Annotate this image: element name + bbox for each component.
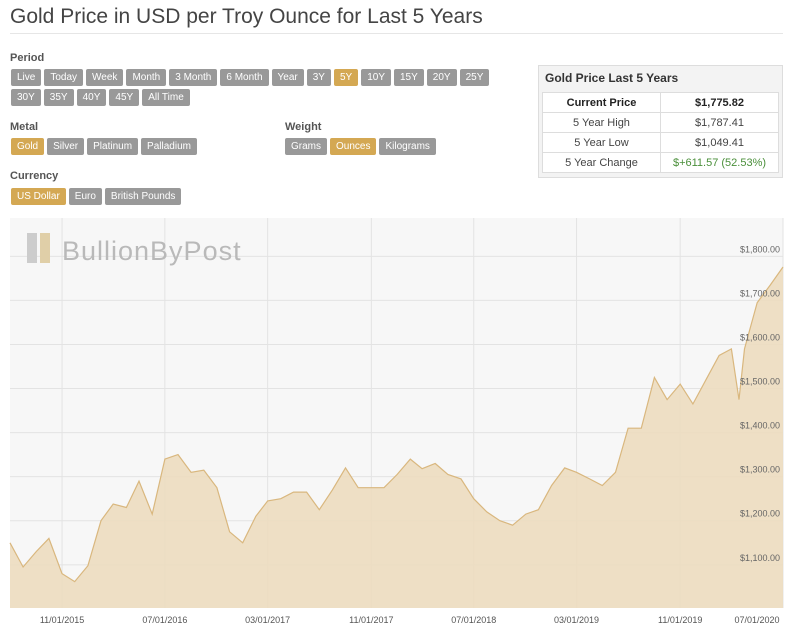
- y-tick-label: $1,700.00: [740, 288, 780, 298]
- period-button[interactable]: 6 Month: [220, 69, 269, 86]
- period-button[interactable]: 35Y: [43, 89, 74, 106]
- currency-label: Currency: [10, 170, 59, 182]
- weight-button[interactable]: Grams: [285, 138, 327, 155]
- metal-buttons: Gold Silver Platinum Palladium: [11, 138, 197, 155]
- watermark: BullionByPost: [62, 236, 242, 266]
- period-button[interactable]: 25Y: [459, 69, 490, 86]
- x-tick-label: 11/01/2017: [349, 615, 393, 625]
- stats-row: 5 Year Low $1,049.41: [542, 132, 779, 153]
- stats-table: Current Price $1,775.82 5 Year High $1,787.…: [542, 92, 779, 173]
- stats-row: 5 Year High $1,787.41: [542, 112, 779, 133]
- period-button[interactable]: 3 Month: [169, 69, 218, 86]
- currency-button[interactable]: British Pounds: [104, 188, 182, 205]
- y-tick-label: $1,800.00: [740, 244, 780, 254]
- period-button[interactable]: 5Y: [333, 69, 359, 86]
- period-button[interactable]: 10Y: [361, 69, 391, 86]
- metal-button[interactable]: Gold: [11, 138, 45, 155]
- stats-value: $+611.57 (52.53%): [660, 152, 779, 173]
- stats-label: Current Price: [542, 92, 661, 113]
- period-button[interactable]: 45Y: [109, 89, 140, 106]
- metal-label: Metal: [10, 121, 39, 133]
- logo-bar: [40, 233, 50, 263]
- currency-button[interactable]: Euro: [68, 188, 102, 205]
- weight-buttons: Grams Ounces Kilograms: [285, 138, 436, 155]
- y-tick-label: $1,100.00: [740, 553, 780, 563]
- period-button[interactable]: 30Y: [11, 89, 41, 106]
- page-title: Gold Price in USD per Troy Ounce for Las…: [10, 5, 483, 28]
- period-button[interactable]: 15Y: [394, 69, 424, 86]
- period-label: Period: [10, 52, 45, 64]
- period-button[interactable]: 20Y: [426, 69, 457, 86]
- stats-value: $1,775.82: [660, 92, 779, 113]
- x-tick-label: 03/01/2017: [245, 615, 290, 625]
- line: [9, 266, 784, 583]
- stats-label: 5 Year Low: [542, 132, 661, 153]
- x-tick-label: 07/01/2018: [451, 615, 496, 625]
- stats-label: 5 Year High: [542, 112, 661, 133]
- stats-value: $1,787.41: [660, 112, 779, 133]
- weight-label: Weight: [285, 121, 322, 133]
- period-button[interactable]: 40Y: [76, 89, 107, 106]
- y-tick-label: $1,200.00: [740, 509, 780, 519]
- metal-button[interactable]: Palladium: [141, 138, 197, 155]
- stats-box: Gold Price Last 5 Years Current Price $1,…: [538, 65, 783, 178]
- x-tick-label: 07/01/2020: [734, 615, 779, 625]
- y-tick-label: $1,600.00: [740, 332, 780, 342]
- area: [10, 267, 783, 608]
- x-tick-label: 07/01/2016: [142, 615, 187, 625]
- title-rule: [10, 33, 783, 34]
- stats-value: $1,049.41: [660, 132, 779, 153]
- x-tick-label: 11/01/2019: [658, 615, 702, 625]
- currency-button[interactable]: US Dollar: [11, 188, 66, 205]
- x-tick-label: 11/01/2015: [40, 615, 84, 625]
- weight-button[interactable]: Kilograms: [379, 138, 436, 155]
- stats-row: Current Price $1,775.82: [542, 92, 779, 113]
- x-tick-label: 03/01/2019: [554, 615, 599, 625]
- period-button[interactable]: Week: [86, 69, 124, 86]
- metal-button[interactable]: Platinum: [87, 138, 139, 155]
- stats-title: Gold Price Last 5 Years: [545, 71, 679, 85]
- period-button[interactable]: All Time: [142, 89, 190, 106]
- period-buttons: Live Today Week Month 3 Month 6 Month Year 3Y 5Y…: [11, 69, 496, 106]
- period-button[interactable]: Year: [271, 69, 304, 86]
- logo-bar: [27, 233, 37, 263]
- stats-label: 5 Year Change: [542, 152, 661, 173]
- stats-row: 5 Year Change $+611.57 (52.53%): [542, 152, 779, 173]
- period-button[interactable]: 3Y: [306, 69, 331, 86]
- weight-button[interactable]: Ounces: [330, 138, 377, 155]
- y-tick-label: $1,500.00: [740, 377, 780, 387]
- metal-button[interactable]: Silver: [47, 138, 85, 155]
- period-button[interactable]: Live: [11, 69, 42, 86]
- period-button[interactable]: Month: [126, 69, 167, 86]
- y-tick-label: $1,300.00: [740, 465, 780, 475]
- period-button[interactable]: Today: [44, 69, 84, 86]
- currency-buttons: US Dollar Euro British Pounds: [11, 188, 182, 205]
- y-tick-label: $1,400.00: [740, 421, 780, 431]
